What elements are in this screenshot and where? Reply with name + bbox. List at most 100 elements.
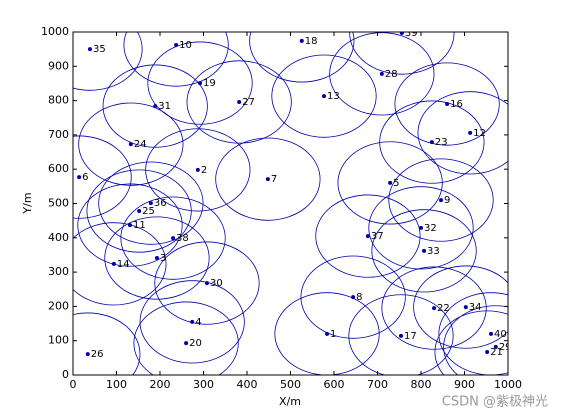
- point-label: 10: [179, 40, 192, 51]
- x-tick-label: 500: [280, 378, 301, 391]
- coverage-circle: [417, 91, 508, 175]
- coverage-circle: [98, 161, 204, 245]
- point-label: 27: [242, 97, 255, 108]
- point: [463, 305, 468, 310]
- coverage-circle: [300, 255, 406, 339]
- point-label: 23: [435, 137, 448, 148]
- coverage-circle: [315, 194, 421, 278]
- x-tick-label: 100: [106, 378, 127, 391]
- point: [429, 140, 434, 145]
- point-label: 2: [201, 165, 207, 176]
- x-tick-label: 200: [150, 378, 171, 391]
- point-label: 31: [158, 101, 171, 112]
- point-label: 16: [450, 99, 463, 110]
- y-tick-label: 900: [48, 59, 69, 72]
- point-label: 32: [424, 223, 437, 234]
- coverage-circle: [104, 216, 210, 300]
- x-tick-label: 400: [237, 378, 258, 391]
- point: [321, 94, 326, 99]
- coverage-circle: [443, 305, 508, 375]
- coverage-circle: [154, 241, 260, 325]
- point-label: 28: [385, 69, 398, 80]
- point-label: 9: [444, 195, 450, 206]
- x-tick-label: 600: [324, 378, 345, 391]
- coverage-circle: [337, 141, 443, 225]
- point-label: 37: [371, 231, 384, 242]
- point: [489, 331, 494, 336]
- coverage-circle: [215, 137, 321, 221]
- y-tick-label: 100: [48, 334, 69, 347]
- point-label: 12: [473, 128, 486, 139]
- x-tick-label: 1000: [494, 378, 522, 391]
- point: [468, 130, 473, 135]
- point: [190, 319, 195, 324]
- point-label: 13: [327, 91, 340, 102]
- point: [439, 198, 444, 203]
- point: [265, 177, 270, 182]
- point-label: 18: [305, 36, 318, 47]
- coverage-circle: [249, 32, 355, 83]
- coverage-circle: [147, 41, 253, 125]
- point-label: 25: [142, 206, 155, 217]
- x-axis-label: X/m: [279, 395, 301, 408]
- point-label: 11: [133, 220, 146, 231]
- coverage-circle: [186, 60, 292, 144]
- point: [422, 248, 427, 253]
- coverage-circle: [348, 294, 454, 375]
- point-label: 33: [427, 246, 440, 257]
- point-label: 5: [393, 178, 399, 189]
- coverage-circle: [413, 265, 508, 349]
- point-label: 14: [117, 259, 130, 270]
- x-tick-label: 300: [193, 378, 214, 391]
- point: [171, 236, 176, 241]
- coverage-circle: [73, 222, 167, 306]
- coverage-circle: [381, 266, 487, 350]
- point: [237, 99, 242, 104]
- point-label: 39: [405, 28, 418, 39]
- point-label: 36: [154, 198, 167, 209]
- point-label: 22: [437, 303, 450, 314]
- coverage-circle: [434, 310, 508, 375]
- point: [85, 352, 90, 357]
- point-label: 35: [93, 44, 106, 55]
- point: [127, 223, 132, 228]
- point: [195, 167, 200, 172]
- point-label: 19: [203, 78, 216, 89]
- point: [198, 81, 203, 86]
- coverage-circle: [73, 312, 141, 375]
- point: [432, 306, 437, 311]
- coverage-circle: [73, 32, 143, 91]
- x-tick-label: 0: [70, 378, 77, 391]
- point-label: 34: [469, 302, 482, 313]
- point: [351, 295, 356, 300]
- point: [398, 333, 403, 338]
- coverage-circle: [86, 169, 192, 253]
- coverage-circle: [102, 64, 208, 148]
- x-tick-label: 700: [367, 378, 388, 391]
- point-label: 26: [91, 349, 104, 360]
- axes-box: [72, 31, 509, 376]
- point-label: 6: [82, 172, 88, 183]
- coverage-circle: [120, 196, 226, 280]
- coverage-circle: [123, 32, 229, 87]
- y-tick-label: 700: [48, 128, 69, 141]
- coverage-circle: [371, 209, 477, 293]
- y-tick-label: 1000: [41, 25, 69, 38]
- point-label: 20: [189, 338, 202, 349]
- point: [204, 281, 209, 286]
- coverage-circle: [394, 62, 500, 146]
- point: [445, 102, 450, 107]
- point-label: 21: [490, 347, 503, 358]
- point: [485, 350, 490, 355]
- point: [87, 47, 92, 52]
- point: [174, 43, 179, 48]
- x-tick-label: 900: [454, 378, 475, 391]
- y-tick-label: 300: [48, 265, 69, 278]
- coverage-circle: [139, 280, 245, 364]
- coverage-circle: [379, 100, 485, 184]
- point-label: 8: [356, 292, 362, 303]
- point: [184, 341, 189, 346]
- y-tick-label: 600: [48, 162, 69, 175]
